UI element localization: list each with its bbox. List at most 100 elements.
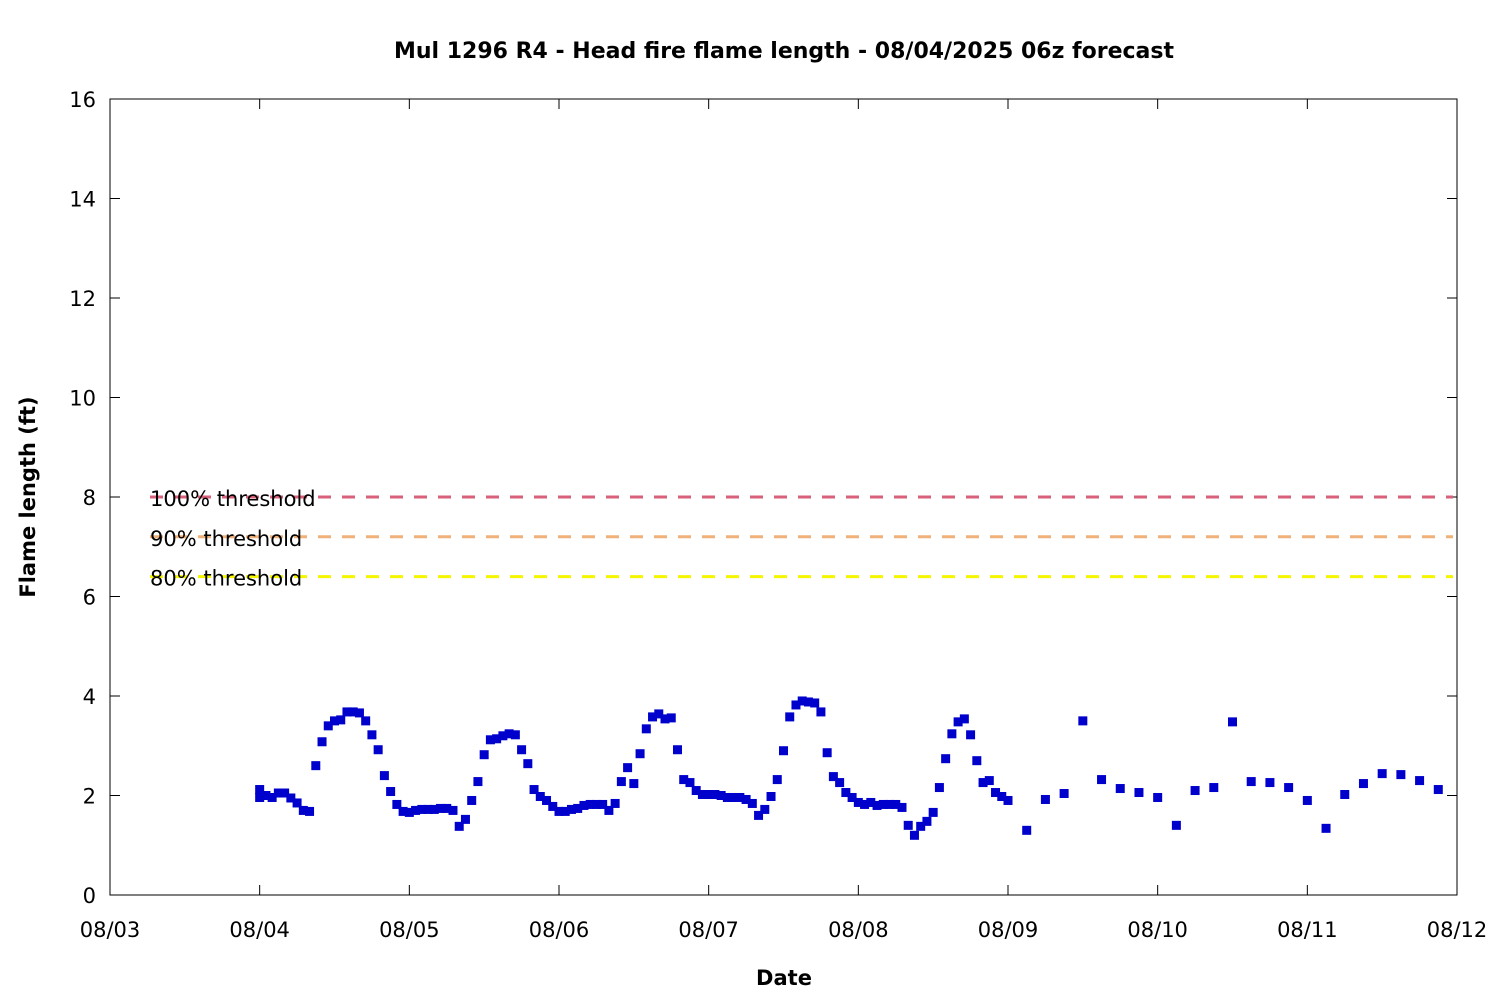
data-point [330,716,339,726]
data-point [404,807,414,817]
data-point [479,750,489,760]
data-point [398,806,408,816]
chart-title: Mul 1296 R4 - Head fire flame length - 0… [394,39,1175,64]
data-point [872,800,882,810]
y-axis-label: Flame length (ft) [16,396,40,597]
data-point [741,794,751,804]
data-point [342,707,352,717]
data-point [735,792,745,802]
data-point [473,777,483,787]
data-point [654,709,664,719]
data-point [629,779,639,789]
data-point [747,798,757,808]
data-point [305,806,315,816]
data-point [885,799,895,809]
data-point [822,748,832,758]
data-point [566,804,576,814]
data-point [1284,783,1294,793]
data-point [966,730,976,740]
data-point [485,735,495,745]
data-point [1003,795,1013,805]
data-point [1302,795,1312,805]
y-tick-label: 10 [69,387,96,411]
data-point [959,714,969,724]
data-point [635,749,645,759]
data-point [348,707,358,717]
data-point [909,830,919,840]
data-point [610,798,620,808]
data-point [916,821,926,831]
x-tick-label: 08/09 [978,918,1039,942]
data-point [847,792,857,802]
data-point [803,697,813,707]
data-point [953,717,963,727]
data-point [298,805,308,815]
threshold-label: 80% threshold [150,567,302,591]
data-point [791,700,801,710]
data-point [598,799,608,809]
data-point [292,798,302,808]
data-point [816,707,826,717]
data-point [779,746,788,756]
data-point [261,791,271,800]
data-point [772,775,782,785]
data-point [891,799,901,809]
data-point [691,786,701,796]
data-point [1097,775,1107,785]
y-tick-label: 16 [69,88,96,112]
data-point [529,785,539,795]
data-point [810,698,820,708]
y-axis: 0 2 4 6 8 10 12 14 16 [69,88,1457,908]
data-point [411,805,421,815]
x-tick-label: 08/12 [1427,918,1488,942]
data-point [336,715,346,725]
data-point [991,788,1001,798]
data-point [878,799,888,809]
data-point [273,788,283,798]
data-point [641,724,651,734]
threshold-lines: 100% threshold 90% threshold 80% threshold [150,487,1453,591]
data-point [722,792,732,802]
data-point [467,795,477,805]
data-point [504,729,514,739]
y-tick-label: 0 [83,884,96,908]
y-tick-label: 4 [83,685,96,709]
data-point [984,776,994,786]
data-point [860,799,870,809]
data-point [1265,778,1275,788]
data-point [1396,770,1406,780]
data-point [280,788,290,798]
data-point [1228,717,1237,727]
data-point [785,712,795,722]
x-tick-label: 08/03 [80,918,141,942]
data-point [460,814,470,824]
data-point [947,729,957,739]
data-point [679,775,689,785]
data-point [616,777,626,787]
data-point [1171,820,1181,830]
data-point [286,793,296,803]
data-point [1358,779,1368,789]
data-point [535,791,545,801]
x-tick-label: 08/10 [1127,918,1188,942]
data-point [354,708,364,718]
data-point [897,802,907,812]
data-point [660,714,670,724]
data-point [685,778,695,788]
y-tick-label: 12 [69,287,96,311]
data-point [978,778,988,788]
data-point [523,759,533,769]
data-point [317,737,327,747]
data-point [716,791,726,800]
data-point [454,821,464,831]
data-point [1340,790,1350,800]
data-point [1040,794,1050,804]
data-point [510,730,520,740]
data-point [623,763,633,773]
x-tick-label: 08/04 [229,918,290,942]
data-point [311,761,321,771]
data-point [697,790,707,800]
data-point [1134,788,1144,798]
data-point [548,801,558,811]
